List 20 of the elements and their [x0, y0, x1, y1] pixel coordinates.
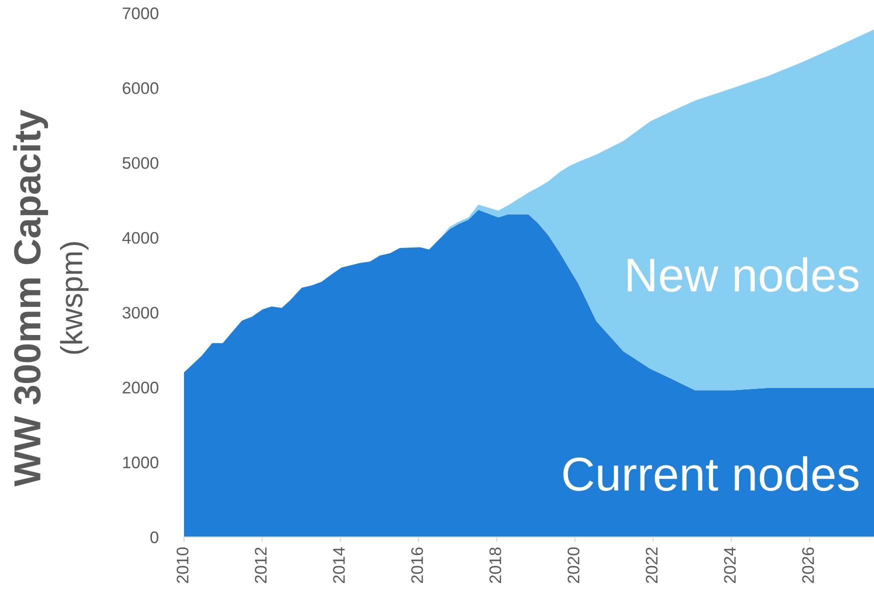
- x-tick-label: 2026: [802, 547, 814, 583]
- y-axis-title: WW 300mm Capacity (kwspm): [13, 110, 89, 487]
- x-tick-label: 2018: [489, 547, 502, 583]
- x-tick-label: 2014: [333, 547, 345, 583]
- x-tick-label: 2010: [176, 547, 188, 583]
- y-tick-label: 1000: [123, 456, 158, 468]
- y-tick-label: 2000: [122, 382, 158, 394]
- x-tick-label: 2012: [254, 548, 267, 583]
- x-tick-label: 2022: [646, 548, 658, 583]
- y-tick-label: 4000: [122, 232, 158, 244]
- series-label: New nodes: [628, 257, 859, 292]
- y-tick-label: 6000: [122, 82, 158, 94]
- series-label: Current nodes: [563, 456, 859, 491]
- y-tick-label: 0: [150, 531, 158, 544]
- x-tick-label: 2016: [411, 547, 424, 583]
- x-tick-label: 2024: [724, 547, 736, 583]
- y-tick-label: 5000: [122, 157, 158, 169]
- x-tick-label: 2020: [568, 547, 580, 583]
- y-tick-label: 7000: [122, 7, 158, 20]
- y-tick-label: 3000: [122, 306, 158, 319]
